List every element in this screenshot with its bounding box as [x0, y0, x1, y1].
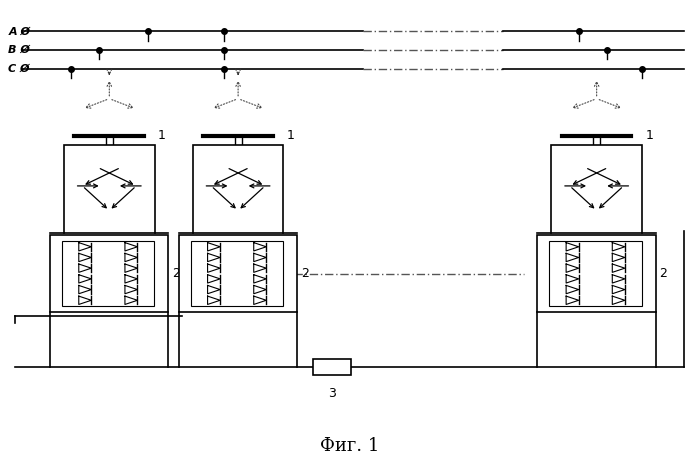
Text: Фиг. 1: Фиг. 1 — [320, 437, 379, 455]
Text: C Ø: C Ø — [8, 63, 30, 74]
Bar — [193, 145, 283, 233]
Bar — [549, 241, 642, 306]
Text: B Ø: B Ø — [8, 45, 30, 55]
Bar — [538, 235, 656, 312]
Bar — [62, 241, 154, 306]
Bar — [179, 235, 297, 312]
Text: 2: 2 — [301, 267, 309, 280]
Text: 2: 2 — [659, 267, 667, 280]
Bar — [313, 359, 351, 376]
Text: 3: 3 — [328, 387, 336, 400]
Bar — [191, 241, 283, 306]
Bar — [50, 235, 168, 312]
Text: 2: 2 — [172, 267, 180, 280]
Bar — [552, 145, 642, 233]
Bar — [64, 145, 154, 233]
Text: A Ø: A Ø — [8, 27, 30, 36]
Text: 1: 1 — [645, 129, 654, 142]
Text: 1: 1 — [158, 129, 166, 142]
Text: 1: 1 — [287, 129, 295, 142]
